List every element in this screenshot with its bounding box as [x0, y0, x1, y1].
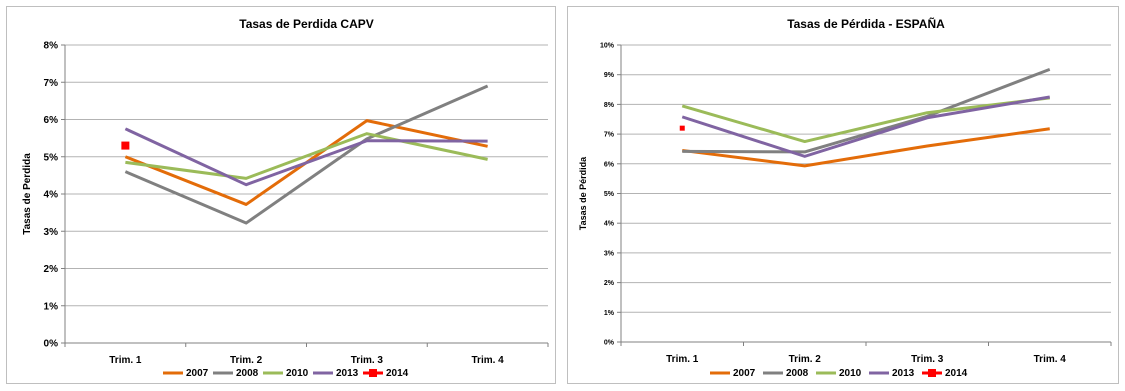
x-tick-label: Trim. 1 — [666, 354, 699, 365]
series-line-2013 — [681, 95, 1051, 158]
series-point-2014 — [679, 125, 685, 131]
legend-label-2014: 2014 — [945, 368, 968, 379]
y-tick-label: 4% — [604, 221, 615, 228]
x-tick-label: Trim. 3 — [351, 355, 384, 366]
series-line-2013 — [124, 127, 488, 187]
y-tick-label: 3% — [604, 250, 615, 257]
legend-label-2014: 2014 — [386, 368, 409, 379]
series-line-2007 — [682, 127, 1050, 168]
legend-label-2013: 2013 — [892, 368, 915, 379]
y-axis-label: Tasas de Perdida — [22, 153, 33, 235]
y-tick-label: 1% — [604, 310, 615, 317]
chart-capv: Tasas de Perdida CAPV 0% 1% 2% 3% 4% 5% 6% 7% 8% T… — [6, 6, 556, 384]
x-tick-label: Trim. 4 — [1034, 354, 1067, 365]
y-tick-label: 10% — [600, 42, 615, 49]
x-tick-label: Trim. 4 — [472, 355, 505, 366]
y-tick-label: 8% — [44, 41, 59, 52]
x-tick-label: Trim. 1 — [109, 355, 142, 366]
chart-capv-svg: Tasas de Perdida CAPV 0% 1% 2% 3% 4% 5% 6% 7% 8% T… — [22, 17, 549, 379]
series-line-2010 — [681, 96, 1050, 144]
series-line-2008 — [682, 67, 1051, 154]
y-tick-label: 2% — [44, 264, 59, 275]
y-tick-label: 7% — [44, 78, 59, 89]
chart-title: Tasas de Pérdida - ESPAÑA — [787, 16, 945, 31]
y-tick-label: 0% — [604, 339, 615, 346]
x-tick-label: Trim. 2 — [230, 355, 263, 366]
legend-label-2007: 2007 — [733, 368, 756, 379]
x-tick-label: Trim. 2 — [789, 354, 822, 365]
y-tick-label: 6% — [604, 161, 615, 168]
legend-label-2008: 2008 — [236, 368, 259, 379]
x-tick-label: Trim. 3 — [911, 354, 944, 365]
y-axis-label: Tasas de Pérdida — [578, 156, 588, 230]
legend-label-2010: 2010 — [839, 368, 862, 379]
y-tick-label: 3% — [44, 227, 59, 238]
y-tick-label: 6% — [44, 115, 59, 126]
y-tick-label: 8% — [604, 102, 615, 109]
legend-label-2007: 2007 — [186, 368, 209, 379]
legend-marker-2014 — [369, 369, 377, 377]
y-tick-label: 4% — [44, 190, 59, 201]
legend-label-2010: 2010 — [286, 368, 309, 379]
legend-label-2013: 2013 — [336, 368, 359, 379]
y-tick-label: 1% — [44, 301, 59, 312]
y-tick-label: 0% — [44, 339, 59, 350]
chart-espana-svg: Tasas de Pérdida - ESPAÑA 0% 1% 2% 3% 4% 5% 6% 7… — [578, 16, 1112, 379]
y-tick-label: 7% — [604, 132, 615, 139]
chart-espana: Tasas de Pérdida - ESPAÑA 0% 1% 2% 3% 4% 5% 6% 7… — [567, 6, 1119, 384]
y-tick-label: 9% — [604, 72, 615, 79]
series-line-2010 — [125, 132, 488, 180]
y-tick-label: 2% — [604, 280, 615, 287]
series-point-2014 — [121, 141, 130, 150]
y-tick-label: 5% — [604, 191, 615, 198]
legend-label-2008: 2008 — [786, 368, 809, 379]
series-line-2008 — [124, 84, 489, 225]
legend-marker-2014 — [928, 369, 936, 377]
y-tick-label: 5% — [44, 152, 59, 163]
chart-title: Tasas de Perdida CAPV — [239, 17, 374, 31]
